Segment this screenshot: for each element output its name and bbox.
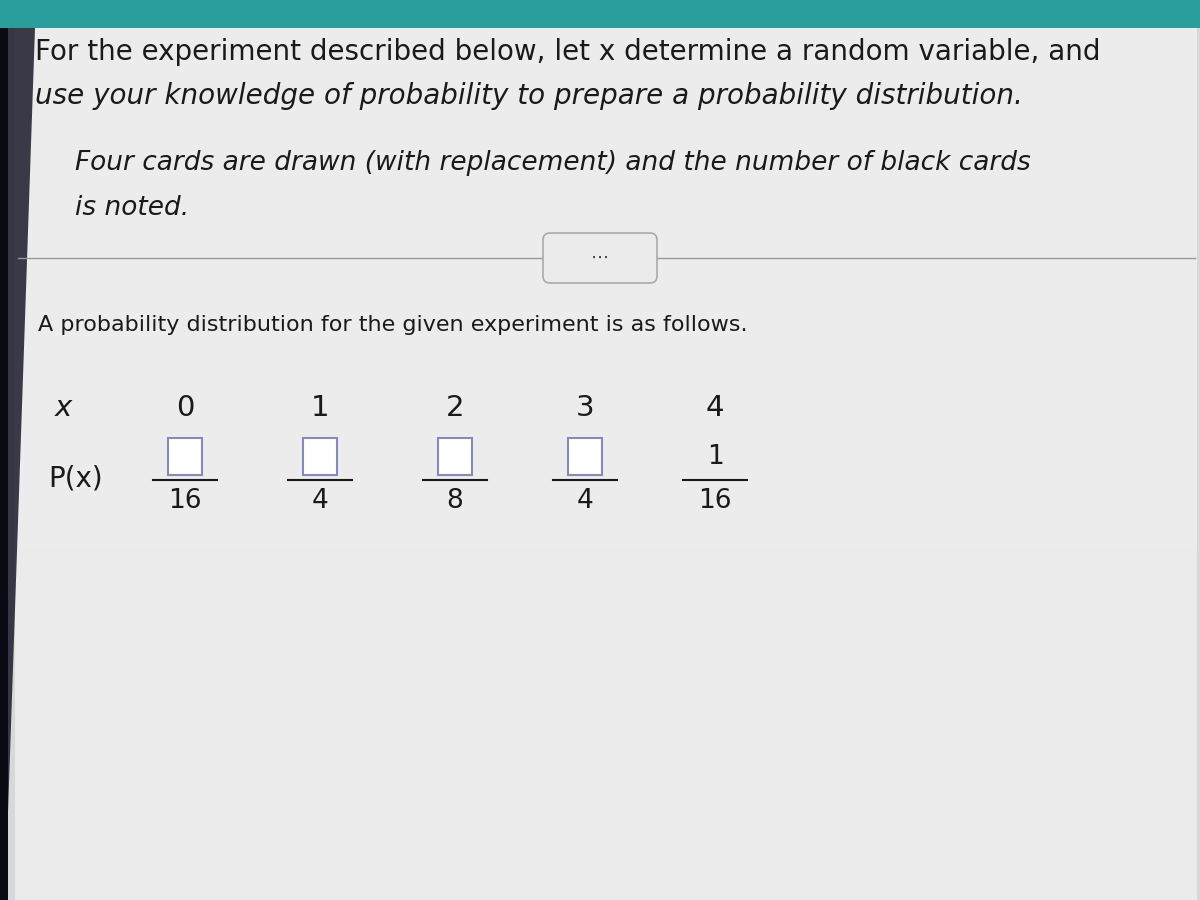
Text: 3: 3 bbox=[576, 394, 594, 422]
FancyBboxPatch shape bbox=[14, 25, 1198, 900]
FancyBboxPatch shape bbox=[568, 438, 602, 475]
Text: Four cards are drawn (with replacement) and the number of black cards: Four cards are drawn (with replacement) … bbox=[74, 150, 1031, 176]
Text: 4: 4 bbox=[577, 488, 593, 514]
FancyBboxPatch shape bbox=[302, 438, 337, 475]
Text: ⋯: ⋯ bbox=[592, 249, 610, 267]
Text: 4: 4 bbox=[312, 488, 329, 514]
Text: 16: 16 bbox=[168, 488, 202, 514]
FancyBboxPatch shape bbox=[0, 28, 8, 900]
Polygon shape bbox=[0, 28, 35, 900]
Text: 8: 8 bbox=[446, 488, 463, 514]
Text: is noted.: is noted. bbox=[74, 195, 190, 221]
Text: 16: 16 bbox=[698, 488, 732, 514]
Text: 1: 1 bbox=[707, 444, 724, 470]
FancyBboxPatch shape bbox=[168, 438, 202, 475]
Text: 0: 0 bbox=[176, 394, 194, 422]
Text: 1: 1 bbox=[311, 394, 329, 422]
Text: x: x bbox=[55, 394, 72, 422]
FancyBboxPatch shape bbox=[438, 438, 472, 475]
Text: 2: 2 bbox=[445, 394, 464, 422]
FancyBboxPatch shape bbox=[542, 233, 658, 283]
FancyBboxPatch shape bbox=[0, 0, 1200, 28]
Text: 4: 4 bbox=[706, 394, 725, 422]
FancyBboxPatch shape bbox=[14, 25, 1198, 550]
Text: P(x): P(x) bbox=[48, 464, 103, 492]
Text: A probability distribution for the given experiment is as follows.: A probability distribution for the given… bbox=[38, 315, 748, 335]
Text: use your knowledge of probability to prepare a probability distribution.: use your knowledge of probability to pre… bbox=[35, 82, 1022, 110]
Text: For the experiment described below, let x determine a random variable, and: For the experiment described below, let … bbox=[35, 38, 1100, 66]
